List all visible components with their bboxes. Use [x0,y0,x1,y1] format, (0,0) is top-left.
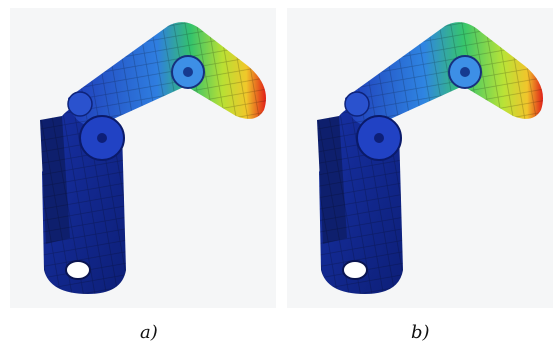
fem-panel-b [287,8,553,308]
panel-a-label: a) [140,322,158,343]
fem-panel-a [10,8,276,308]
fem-robot-arm-image-b [317,22,543,295]
panel-b-label: b) [411,322,430,343]
fem-robot-arm-image-a [40,22,266,295]
